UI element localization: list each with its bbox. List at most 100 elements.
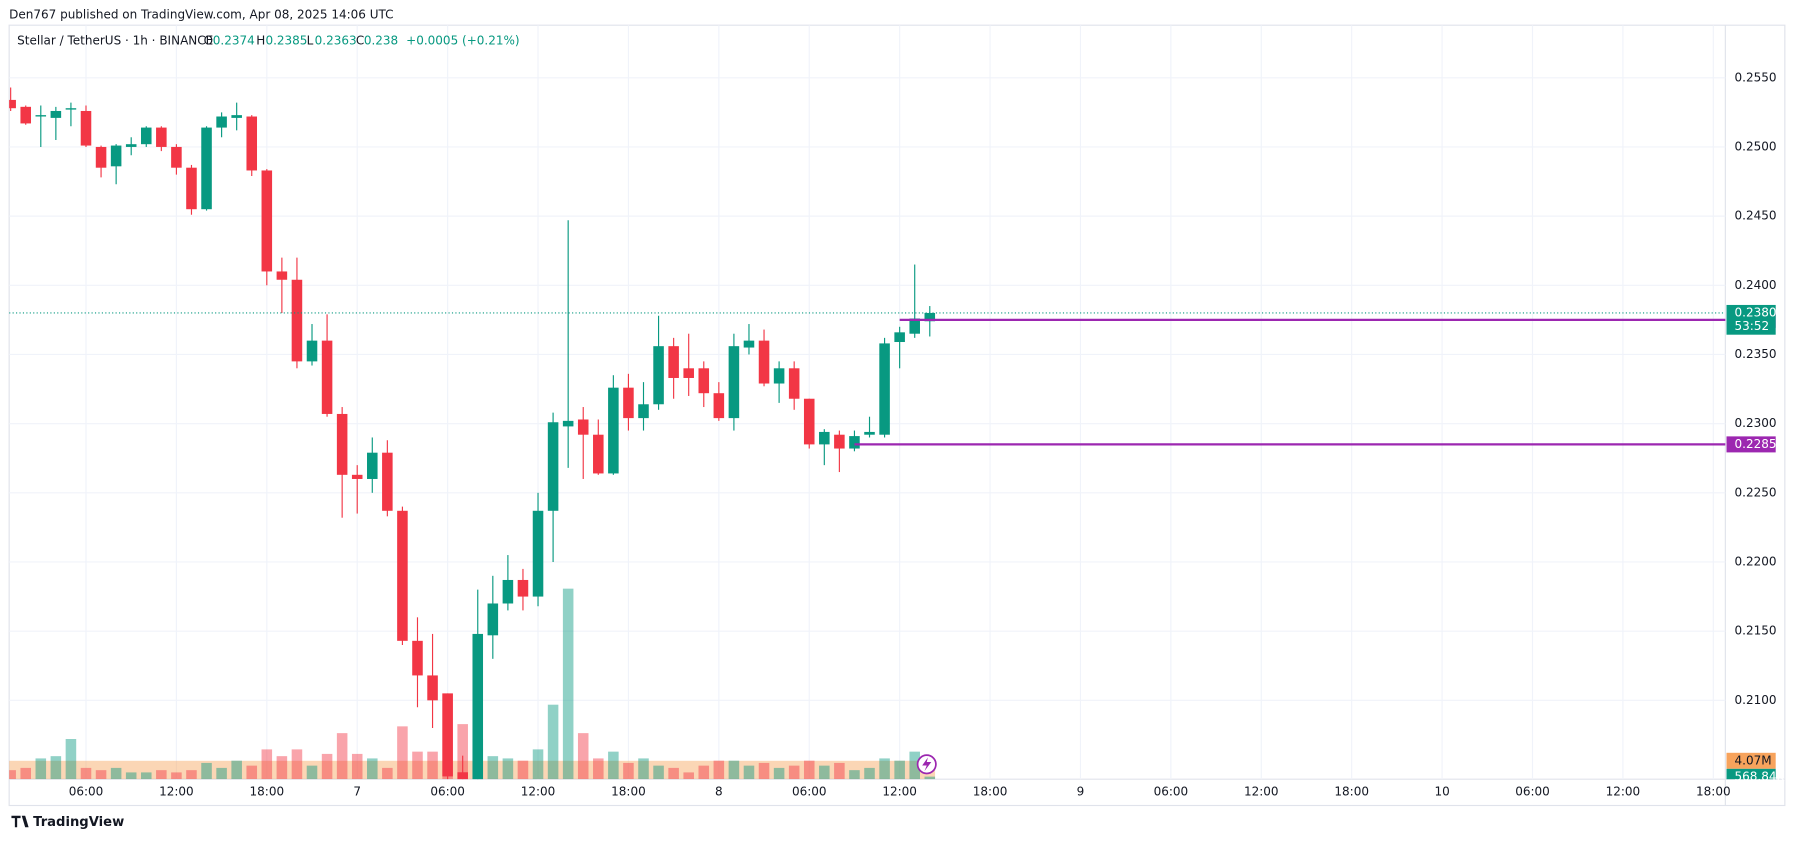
last-price-label: 0.2380 [1735,305,1777,319]
candle-body [35,115,47,117]
candle-body [773,368,785,384]
volume-bar [125,772,137,780]
x-tick-label: 9 [1077,784,1085,798]
candle-body [171,146,182,168]
candle-body [788,368,800,399]
volume-bar [593,758,604,780]
volume-bar [397,726,408,780]
volume-bar [65,739,77,780]
volume-bar [110,767,122,780]
volume-bar [367,758,378,780]
volume-bar [201,762,212,780]
candle-body [246,116,258,171]
candle-body [502,579,514,604]
volume-bar [668,767,679,780]
candle-body [186,167,197,210]
candle-body [95,146,107,168]
volume-bar [608,751,619,780]
volume-bar [879,758,890,780]
candle-body [336,413,348,475]
y-tick-label: 0.2250 [1735,485,1777,499]
volume-bar [351,753,363,780]
candle-body [743,340,755,348]
candle-body [156,127,167,147]
candle-body [427,675,438,701]
volume-bar [186,770,197,780]
candle-body [879,343,890,435]
y-tick-label: 0.2100 [1735,693,1777,707]
volume-bar [427,751,438,780]
volume-bar [156,770,167,780]
x-tick-label: 7 [353,784,361,798]
candle-body [909,318,920,334]
x-tick-label: 18:00 [1696,784,1731,798]
candle-body [276,271,288,280]
volume-bar [562,588,574,780]
volume-bar [803,760,815,780]
candle-body [65,108,77,110]
volume-bar [291,749,303,780]
volume-bar [261,749,273,780]
candle-body [668,346,679,378]
volume-bar [9,770,16,780]
volume-bar [171,772,182,780]
volume-bar [758,762,770,780]
x-tick-label: 8 [715,784,723,798]
x-tick-label: 06:00 [430,784,465,798]
y-tick-label: 0.2400 [1735,278,1777,292]
volume-bar [909,751,920,780]
x-tick-label: 18:00 [973,784,1008,798]
candle-body [20,106,32,124]
candle-body [397,510,408,641]
candle-body [472,633,484,780]
x-tick-label: 06:00 [1515,784,1550,798]
header-text: Den767 published on TradingView.com, Apr… [9,7,393,21]
y-tick-label: 0.2500 [1735,139,1777,153]
volume-bar [864,767,875,780]
x-tick-label: 12:00 [159,784,194,798]
x-tick-label: 06:00 [69,784,104,798]
candle-body [683,368,694,378]
candle-body [728,346,740,419]
candle-body [261,170,273,272]
volume-bar [773,767,785,780]
x-tick-label: 12:00 [1606,784,1641,798]
volume-bar [683,772,694,780]
candle-body [140,127,152,145]
volume-bar [35,758,47,780]
volume-bar [502,758,514,780]
candle-body [367,452,378,479]
volume-bar [487,756,499,780]
volume-bar [457,724,468,780]
candle-body [351,474,363,479]
candle-body [9,99,16,109]
x-tick-label: 12:00 [521,784,556,798]
volume-bar [20,767,32,780]
volume-bar [894,760,905,780]
candle-body [125,144,137,147]
volume-bar [216,767,227,780]
x-tick-label: 10 [1434,784,1449,798]
x-tick-label: 18:00 [611,784,646,798]
volume-bar [924,776,936,780]
candle-body [321,340,333,414]
y-tick-label: 0.2300 [1735,416,1777,430]
legend-l-label: L [307,34,314,48]
x-tick-label: 06:00 [792,784,827,798]
volume-bar [698,765,710,780]
volume-bar [306,765,318,780]
x-tick-label: 12:00 [1244,784,1279,798]
footer-logo-text: TradingView [33,815,124,830]
legend-o-label: O [204,34,213,48]
legend-change: +0.0005 (+0.21%) [406,34,519,48]
level-label-box [1726,436,1776,453]
x-tick-label: 18:00 [250,784,285,798]
volume-bar [653,765,664,780]
volume-bar [713,760,725,780]
volume-ma-label: 4.07M [1735,753,1772,767]
candle-body [547,422,559,511]
x-tick-label: 12:00 [882,784,917,798]
candle-body [442,693,453,777]
candle-body [834,434,845,449]
